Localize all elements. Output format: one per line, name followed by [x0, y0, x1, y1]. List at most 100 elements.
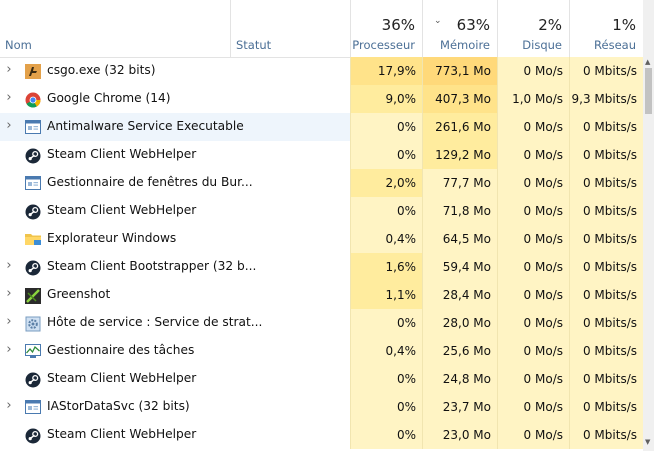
memory-cell: 773,1 Mo — [422, 57, 497, 85]
cpu-value: 0,4% — [385, 344, 417, 358]
cpu-cell: 0% — [350, 421, 422, 449]
memory-cell: 28,4 Mo — [422, 281, 497, 309]
cpu-value: 0% — [396, 316, 416, 330]
memory-cell: 77,7 Mo — [422, 169, 497, 197]
expand-chevron-icon[interactable]: › — [6, 90, 12, 105]
process-row[interactable]: Steam Client WebHelper 0% 24,8 Mo 0 Mo/s 0 M… — [0, 365, 643, 393]
process-row[interactable]: › Antimalware Service Executable 0% 261,6 M… — [0, 113, 643, 141]
column-header-cpu[interactable]: 36% Processeur — [350, 0, 423, 57]
chrome-icon — [25, 92, 41, 108]
process-row[interactable]: Steam Client WebHelper 0% 129,2 Mo 0 Mo/s 0 … — [0, 141, 643, 169]
column-header-status[interactable]: Statut — [230, 0, 351, 57]
process-name-cell[interactable]: Steam Client WebHelper — [0, 365, 350, 393]
window-app-icon — [25, 400, 41, 415]
cpu-cell: 0,4% — [350, 225, 422, 253]
memory-value: 28,4 Mo — [442, 288, 491, 302]
window-app-icon — [25, 176, 41, 191]
disk-cell: 0 Mo/s — [497, 393, 569, 421]
process-row[interactable]: Gestionnaire de fenêtres du Bur... 2,0% 77… — [0, 169, 643, 197]
disk-value: 0 Mo/s — [523, 204, 563, 218]
process-name-cell[interactable]: › Antimalware Service Executable — [0, 113, 350, 141]
process-name-cell[interactable]: › Greenshot — [0, 281, 350, 309]
sort-descending-icon: ⌄ — [434, 16, 442, 26]
column-header-disk[interactable]: 2% Disque — [497, 0, 570, 57]
process-name-cell[interactable]: Gestionnaire de fenêtres du Bur... — [0, 169, 350, 197]
column-memory-label: Mémoire — [440, 38, 490, 52]
memory-cell: 23,7 Mo — [422, 393, 497, 421]
process-name-cell[interactable]: Steam Client WebHelper — [0, 141, 350, 169]
process-name-cell[interactable]: › csgo.exe (32 bits) — [0, 57, 350, 85]
process-row[interactable]: › IAStorDataSvc (32 bits) 0% 23,7 Mo 0 Mo/s 0… — [0, 393, 643, 421]
cpu-cell: 0% — [350, 365, 422, 393]
expand-chevron-icon[interactable]: › — [6, 258, 12, 273]
disk-value: 0 Mo/s — [523, 344, 563, 358]
disk-cell: 0 Mo/s — [497, 225, 569, 253]
network-cell: 0 Mbits/s — [569, 57, 643, 85]
column-header-name[interactable]: Nom — [0, 0, 230, 57]
memory-total-percent: 63% — [456, 16, 490, 34]
process-row[interactable]: › Google Chrome (14) 9,0% 407,3 Mo 1,0 Mo/s 9… — [0, 85, 643, 113]
process-row[interactable]: › csgo.exe (32 bits) 17,9% 773,1 Mo 0 Mo/s 0 … — [0, 57, 643, 85]
scroll-down-icon[interactable]: ▼ — [645, 438, 651, 446]
memory-value: 261,6 Mo — [435, 120, 491, 134]
steam-icon — [25, 204, 41, 220]
vertical-scrollbar[interactable]: ▲ ▼ — [643, 0, 654, 451]
network-value: 0 Mbits/s — [582, 64, 637, 78]
process-name-cell[interactable]: › Steam Client Bootstrapper (32 b... — [0, 253, 350, 281]
disk-cell: 1,0 Mo/s — [497, 85, 569, 113]
process-name: Steam Client WebHelper — [47, 203, 197, 217]
disk-cell: 0 Mo/s — [497, 141, 569, 169]
process-row[interactable]: Explorateur Windows 0,4% 64,5 Mo 0 Mo/s 0 Mb… — [0, 225, 643, 253]
memory-cell: 59,4 Mo — [422, 253, 497, 281]
process-row[interactable]: Steam Client WebHelper 0% 71,8 Mo 0 Mo/s 0 M… — [0, 197, 643, 225]
disk-total-percent: 2% — [538, 16, 562, 34]
process-name-cell[interactable]: › Gestionnaire des tâches — [0, 337, 350, 365]
greenshot-icon — [25, 288, 41, 304]
process-row[interactable]: › Greenshot 1,1% 28,4 Mo 0 Mo/s 0 Mbits/s — [0, 281, 643, 309]
disk-value: 0 Mo/s — [523, 232, 563, 246]
expand-chevron-icon[interactable]: › — [6, 118, 12, 133]
network-cell: 0 Mbits/s — [569, 169, 643, 197]
cpu-value: 0,4% — [385, 232, 417, 246]
process-name: Steam Client Bootstrapper (32 b... — [47, 259, 257, 273]
column-header-memory[interactable]: ⌄ 63% Mémoire — [422, 0, 498, 57]
process-name-cell[interactable]: › Hôte de service : Service de strat... — [0, 309, 350, 337]
window-app-icon — [25, 120, 41, 135]
memory-cell: 129,2 Mo — [422, 141, 497, 169]
network-cell: 0 Mbits/s — [569, 225, 643, 253]
network-cell: 0 Mbits/s — [569, 309, 643, 337]
expand-chevron-icon[interactable]: › — [6, 286, 12, 301]
network-value: 0 Mbits/s — [582, 260, 637, 274]
expand-chevron-icon[interactable]: › — [6, 398, 12, 413]
expand-chevron-icon[interactable]: › — [6, 342, 12, 357]
process-name-cell[interactable]: Explorateur Windows — [0, 225, 350, 253]
scroll-up-icon[interactable]: ▲ — [645, 58, 651, 66]
column-header-network[interactable]: 1% Réseau — [569, 0, 644, 57]
memory-value: 23,0 Mo — [442, 428, 491, 442]
cpu-cell: 0% — [350, 197, 422, 225]
process-name: Antimalware Service Executable — [47, 119, 244, 133]
memory-cell: 25,6 Mo — [422, 337, 497, 365]
cpu-value: 0% — [396, 204, 416, 218]
memory-value: 71,8 Mo — [442, 204, 491, 218]
process-name-cell[interactable]: › Google Chrome (14) — [0, 85, 350, 113]
process-row[interactable]: › Gestionnaire des tâches 0,4% 25,6 Mo 0 Mo/… — [0, 337, 643, 365]
cpu-value: 2,0% — [385, 176, 417, 190]
cpu-cell: 0% — [350, 309, 422, 337]
scrollbar-thumb[interactable] — [645, 68, 652, 114]
process-name: Steam Client WebHelper — [47, 427, 197, 441]
cpu-cell: 17,9% — [350, 57, 422, 85]
service-gear-icon — [25, 316, 41, 332]
memory-value: 129,2 Mo — [435, 148, 491, 162]
process-name-cell[interactable]: Steam Client WebHelper — [0, 197, 350, 225]
process-row[interactable]: › Steam Client Bootstrapper (32 b... 1,6% 5… — [0, 253, 643, 281]
expand-chevron-icon[interactable]: › — [6, 314, 12, 329]
network-value: 0 Mbits/s — [582, 232, 637, 246]
memory-value: 407,3 Mo — [435, 92, 491, 106]
process-row[interactable]: Steam Client WebHelper 0% 23,0 Mo 0 Mo/s 0 M… — [0, 421, 643, 449]
network-cell: 0 Mbits/s — [569, 253, 643, 281]
expand-chevron-icon[interactable]: › — [6, 62, 12, 77]
process-row[interactable]: › Hôte de service : Service de strat... 0%… — [0, 309, 643, 337]
process-name-cell[interactable]: Steam Client WebHelper — [0, 421, 350, 449]
process-name-cell[interactable]: › IAStorDataSvc (32 bits) — [0, 393, 350, 421]
